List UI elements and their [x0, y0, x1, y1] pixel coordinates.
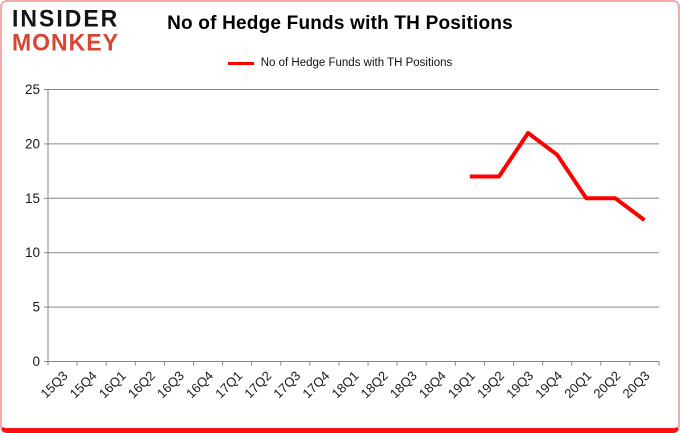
x-axis-label: 15Q3 — [38, 368, 71, 401]
x-axis-label: 18Q4 — [416, 368, 449, 401]
x-axis-label: 16Q3 — [154, 368, 187, 401]
x-axis-label: 16Q2 — [125, 368, 158, 401]
x-axis-label: 16Q4 — [183, 368, 216, 401]
y-axis-label: 15 — [25, 191, 40, 206]
x-axis-label: 17Q1 — [212, 368, 245, 401]
x-axis-label: 17Q2 — [241, 368, 274, 401]
legend-line-swatch — [227, 61, 254, 65]
y-axis-label: 5 — [32, 300, 40, 315]
x-axis-label: 17Q4 — [299, 368, 332, 401]
y-axis-label: 20 — [25, 136, 40, 151]
y-axis-label: 10 — [25, 245, 40, 260]
x-axis-label: 20Q2 — [590, 368, 623, 401]
chart-title: No of Hedge Funds with TH Positions — [167, 13, 513, 34]
x-axis-label: 19Q4 — [532, 368, 565, 401]
x-axis-label: 16Q1 — [96, 368, 129, 401]
x-axis-label: 19Q1 — [445, 368, 478, 401]
y-axis-label: 25 — [25, 82, 40, 97]
x-axis-label: 19Q2 — [474, 368, 507, 401]
insider-monkey-logo: INSIDER MONKEY — [12, 4, 120, 56]
x-axis-label: 20Q1 — [561, 368, 594, 401]
x-axis-label: 18Q1 — [329, 368, 362, 401]
x-axis-label: 18Q3 — [387, 368, 420, 401]
logo-text-monkey: MONKEY — [12, 28, 119, 56]
x-axis-label: 19Q3 — [503, 368, 536, 401]
legend-label: No of Hedge Funds with TH Positions — [260, 57, 453, 69]
x-axis-label: 18Q2 — [358, 368, 391, 401]
x-axis-label: 17Q3 — [270, 368, 303, 401]
y-axis-label: 0 — [32, 354, 40, 369]
x-axis-label: 20Q3 — [619, 368, 652, 401]
logo-text-insider: INSIDER — [12, 4, 120, 32]
chart-legend: No of Hedge Funds with TH Positions — [2, 57, 678, 69]
series-line — [469, 131, 646, 222]
x-axis-label: 15Q4 — [67, 368, 100, 401]
